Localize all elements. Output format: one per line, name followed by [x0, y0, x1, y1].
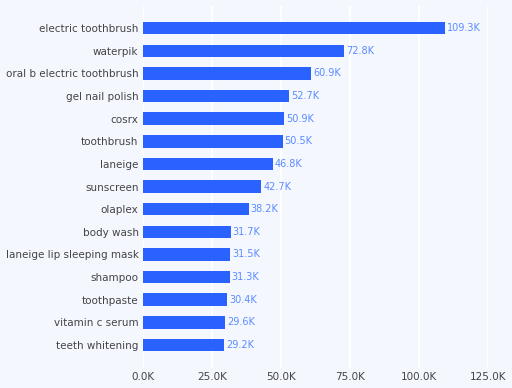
Bar — [143, 293, 227, 306]
Text: 50.5K: 50.5K — [285, 136, 313, 146]
Bar — [143, 90, 289, 102]
Text: 50.9K: 50.9K — [286, 114, 314, 124]
Bar — [143, 158, 272, 170]
Text: 52.7K: 52.7K — [291, 91, 319, 101]
Text: 29.2K: 29.2K — [226, 340, 254, 350]
Bar — [143, 339, 224, 351]
Bar — [143, 113, 284, 125]
Text: 31.3K: 31.3K — [231, 272, 260, 282]
Bar — [143, 67, 311, 80]
Bar — [143, 22, 445, 35]
Text: 42.7K: 42.7K — [263, 182, 291, 192]
Bar — [143, 203, 249, 215]
Bar — [143, 135, 283, 147]
Bar — [143, 225, 231, 238]
Text: 30.4K: 30.4K — [229, 294, 257, 305]
Bar — [143, 271, 230, 283]
Text: 60.9K: 60.9K — [313, 68, 341, 78]
Text: 72.8K: 72.8K — [346, 46, 374, 56]
Bar — [143, 45, 344, 57]
Bar — [143, 180, 261, 193]
Text: 31.7K: 31.7K — [233, 227, 261, 237]
Bar — [143, 248, 230, 261]
Text: 29.6K: 29.6K — [227, 317, 255, 327]
Text: 31.5K: 31.5K — [232, 249, 260, 260]
Bar — [143, 316, 225, 329]
Text: 109.3K: 109.3K — [447, 23, 481, 33]
Text: 46.8K: 46.8K — [274, 159, 302, 169]
Text: 38.2K: 38.2K — [251, 204, 279, 214]
